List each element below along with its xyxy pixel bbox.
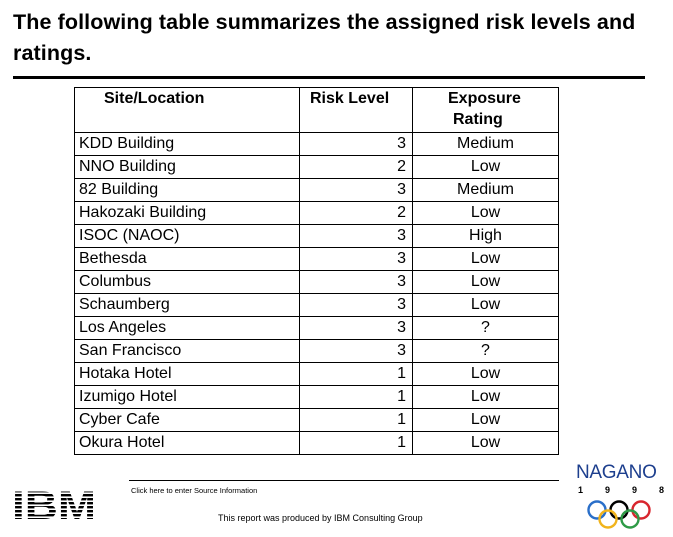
column-header-risk-level: Risk Level <box>299 87 413 133</box>
rating-value: Low <box>470 273 501 290</box>
exposure-header-line2: Rating <box>453 111 503 128</box>
table-header-row: Site/Location Risk Level Exposure Rating <box>74 87 559 133</box>
rating-value: Medium <box>457 135 514 152</box>
table-row: Izumigo Hotel 1 Low <box>74 385 559 409</box>
rating-value: High <box>469 227 502 244</box>
ring-red <box>631 500 651 520</box>
site-cell: Columbus <box>74 270 300 294</box>
rating-value: Low <box>470 434 501 451</box>
risk-level-cell: 3 <box>299 132 413 156</box>
rating-value: Low <box>470 411 501 428</box>
site-cell: San Francisco <box>74 339 300 363</box>
rating-value: ? <box>481 342 490 359</box>
rating-value: Low <box>470 204 501 221</box>
table-row: Schaumberg 3 Low <box>74 293 559 317</box>
exposure-rating-cell: Medium <box>412 178 559 202</box>
exposure-rating-cell: Low <box>412 408 559 432</box>
exposure-rating-cell: High <box>412 224 559 248</box>
risk-level-cell: 3 <box>299 178 413 202</box>
exposure-rating-cell: Low <box>412 247 559 271</box>
year-digit: 9 <box>631 485 637 495</box>
risk-level-cell: 3 <box>299 339 413 363</box>
exposure-rating-cell: ? <box>412 339 559 363</box>
site-cell: Hakozaki Building <box>74 201 300 225</box>
year-digit: 1 <box>578 485 584 495</box>
exposure-rating-cell: Low <box>412 155 559 179</box>
rating-value: Low <box>470 158 501 175</box>
footer-divider <box>129 480 559 481</box>
table-row: Los Angeles 3? <box>74 316 559 340</box>
site-cell: Los Angeles <box>74 316 300 340</box>
site-cell: 82 Building <box>74 178 300 202</box>
risk-level-cell: 3 <box>299 247 413 271</box>
exposure-rating-cell: Low <box>412 431 559 455</box>
ring-black <box>609 500 629 520</box>
site-cell: ISOC (NAOC) <box>74 224 300 248</box>
rating-value: Low <box>470 388 501 405</box>
exposure-rating-cell: Low <box>412 293 559 317</box>
olympic-rings-icon <box>587 500 651 529</box>
table-row: KDD Building 3 Medium <box>74 132 559 156</box>
page-title: The following table summarizes the assig… <box>13 10 636 65</box>
table-row: Hotaka Hotel 1 Low <box>74 362 559 386</box>
site-cell: NNO Building <box>74 155 300 179</box>
risk-level-cell: 1 <box>299 431 413 455</box>
rating-value: Low <box>470 365 501 382</box>
site-cell: Schaumberg <box>74 293 300 317</box>
exposure-rating-cell: Low <box>412 385 559 409</box>
rating-value: ? <box>481 319 490 336</box>
risk-level-cell: 3 <box>299 293 413 317</box>
report-credit: This report was produced by IBM Consulti… <box>218 513 423 523</box>
risk-level-cell: 1 <box>299 385 413 409</box>
risk-level-cell: 1 <box>299 408 413 432</box>
risk-level-cell: 1 <box>299 362 413 386</box>
site-cell: Okura Hotel <box>74 431 300 455</box>
ibm-logo: IBM <box>12 486 96 522</box>
source-info-placeholder[interactable]: Click here to enter Source Information <box>131 486 258 495</box>
table-row: San Francisco 3? <box>74 339 559 363</box>
table-row: Hakozaki Building 2 Low <box>74 201 559 225</box>
site-cell: Bethesda <box>74 247 300 271</box>
column-header-exposure-rating: Exposure Rating <box>412 87 559 133</box>
site-cell: Izumigo Hotel <box>74 385 300 409</box>
exposure-rating-cell: Medium <box>412 132 559 156</box>
site-cell: KDD Building <box>74 132 300 156</box>
risk-level-cell: 3 <box>299 316 413 340</box>
nagano-wordmark: NAGANO <box>576 462 657 483</box>
ring-yellow <box>598 509 618 529</box>
risk-level-cell: 3 <box>299 224 413 248</box>
risk-level-cell: 2 <box>299 155 413 179</box>
ring-green <box>620 509 640 529</box>
exposure-rating-cell: Low <box>412 201 559 225</box>
site-cell: Hotaka Hotel <box>74 362 300 386</box>
table-row: 82 Building 3 Medium <box>74 178 559 202</box>
table-row: NNO Building 2 Low <box>74 155 559 179</box>
table-row: Columbus 3 Low <box>74 270 559 294</box>
rating-value: Low <box>470 296 501 313</box>
year-digit: 8 <box>658 485 664 495</box>
rating-value: Low <box>470 250 501 267</box>
svg-text:IBM: IBM <box>12 486 96 522</box>
exposure-rating-cell: ? <box>412 316 559 340</box>
exposure-rating-cell: Low <box>412 362 559 386</box>
rating-value: Medium <box>457 181 514 198</box>
exposure-rating-cell: Low <box>412 270 559 294</box>
site-cell: Cyber Cafe <box>74 408 300 432</box>
table-row: Okura Hotel 1 Low <box>74 431 559 455</box>
exposure-header-line1: Exposure <box>448 90 521 107</box>
column-header-site: Site/Location <box>74 87 300 133</box>
table-row: ISOC (NAOC) 3 High <box>74 224 559 248</box>
nagano-year: 1 9 9 8 <box>578 485 664 495</box>
year-digit: 9 <box>604 485 610 495</box>
table-row: Cyber Cafe 1 Low <box>74 408 559 432</box>
table-row: Bethesda 3 Low <box>74 247 559 271</box>
risk-table: Site/Location Risk Level Exposure Rating… <box>74 87 559 455</box>
risk-level-cell: 2 <box>299 201 413 225</box>
ring-blue <box>587 500 607 520</box>
risk-level-cell: 3 <box>299 270 413 294</box>
title-divider <box>13 76 645 79</box>
